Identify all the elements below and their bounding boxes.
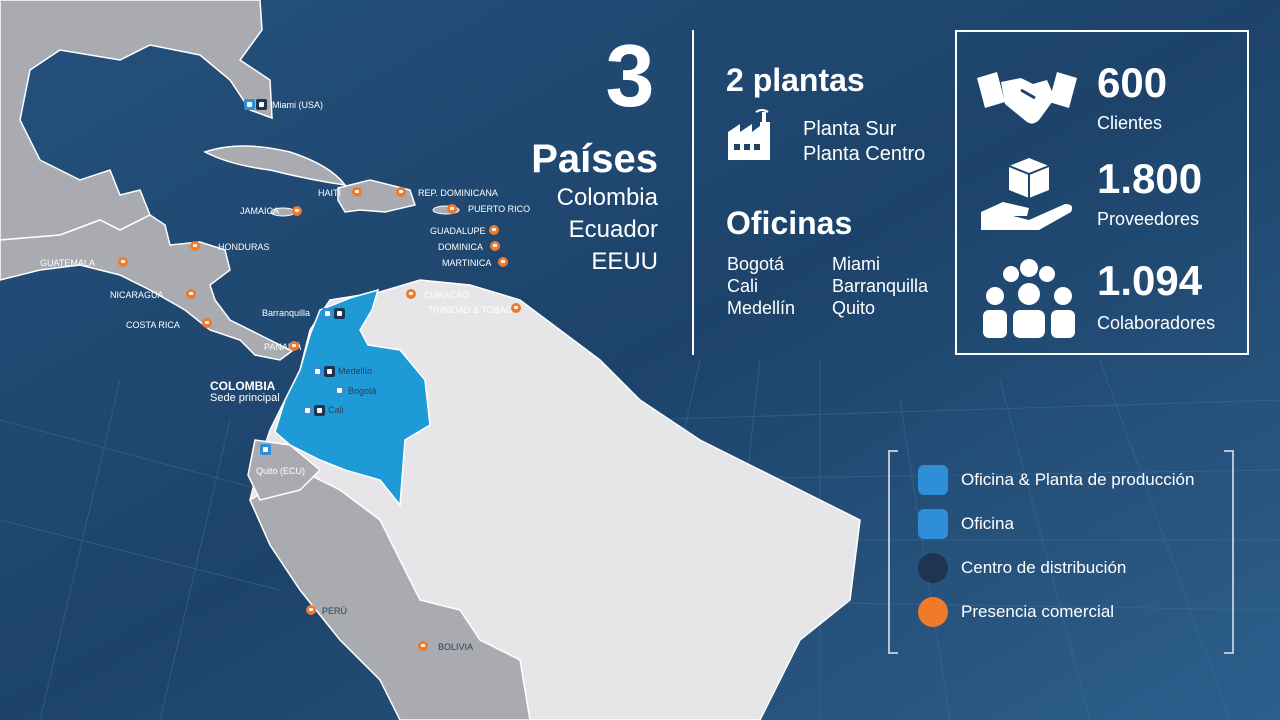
miami-office-marker xyxy=(244,99,255,110)
plant-sur: Planta Sur xyxy=(803,118,897,140)
office-bogota: Bogotá xyxy=(727,254,785,274)
stat-suppliers-value: 1.800 xyxy=(1097,155,1203,202)
offices-title: Oficinas xyxy=(726,205,853,241)
country-ecuador: Ecuador xyxy=(568,216,658,243)
costa-rica-presence-pin xyxy=(202,318,212,328)
building-icon xyxy=(918,509,948,539)
map-label-rep-dominicana: REP. DOMINICANA xyxy=(418,188,498,198)
guatemala-presence-pin xyxy=(118,257,128,267)
map-label-miami: Miami (USA) xyxy=(272,100,323,110)
legend-label-office: Oficina xyxy=(961,514,1014,533)
panama-presence-pin xyxy=(289,341,299,351)
map-label-guadalupe: GUADALUPE xyxy=(430,226,486,236)
countries-label: Países xyxy=(531,137,658,181)
map-label-quito: Quito (ECU) xyxy=(256,466,306,476)
legend-label-distribution: Centro de distribución xyxy=(961,558,1127,577)
map-label-puerto-rico: PUERTO RICO xyxy=(468,204,531,214)
handshake-icon xyxy=(977,72,1077,124)
factory-icon xyxy=(728,109,770,160)
map-label-guatemala: GUATEMALA xyxy=(40,258,95,268)
barranquilla-office-marker xyxy=(322,308,333,319)
legend-label-office-plant: Oficina & Planta de producción xyxy=(961,470,1195,489)
legend-label-commercial: Presencia comercial xyxy=(961,602,1115,621)
dominica-presence-pin xyxy=(490,241,500,251)
nicaragua-presence-pin xyxy=(186,289,196,299)
stat-clients-label: Clientes xyxy=(1097,113,1163,133)
bolivia-presence-pin xyxy=(418,641,428,651)
office-cali: Cali xyxy=(727,276,759,296)
map-label-bogota: Bogotá xyxy=(348,386,377,396)
peru-presence-pin xyxy=(306,605,316,615)
curacao-presence-pin xyxy=(406,289,416,299)
map-label-curacao: CURACAO xyxy=(424,290,470,300)
haiti-presence-pin xyxy=(352,187,362,197)
legend-item-distribution: Centro de distribución xyxy=(918,553,1218,583)
map-legend: Oficina & Planta de producción Oficina C… xyxy=(888,450,1234,654)
stats-box: 600 Clientes 1.800 Proveedores 1.094 Col… xyxy=(955,30,1249,355)
office-quito: Quito xyxy=(832,298,876,318)
barranquilla-distribution-marker xyxy=(334,308,345,319)
country-colombia: Colombia xyxy=(556,184,658,211)
map-label-nicaragua: NICARAGUA xyxy=(110,290,164,300)
team-icon xyxy=(983,259,1075,338)
factory-icon xyxy=(918,465,948,495)
trinidad-presence-pin xyxy=(511,303,521,313)
guadalupe-presence-pin xyxy=(489,225,499,235)
folder-icon xyxy=(918,597,948,627)
stat-employees-value: 1.094 xyxy=(1097,257,1203,304)
map-label-jamaica: JAMAICA xyxy=(240,206,280,216)
map-label-barranquilla: Barranquilla xyxy=(262,308,311,318)
map-label-peru: PERÚ xyxy=(322,606,348,616)
quito-office-marker xyxy=(260,444,271,455)
legend-bracket-right xyxy=(1224,450,1234,654)
medellin-plant-marker xyxy=(312,366,323,377)
box-hand-icon xyxy=(981,158,1073,230)
map-label-honduras: HONDURAS xyxy=(218,242,270,252)
map-label-costa-rica: COSTA RICA xyxy=(126,320,180,330)
map-label-martinica: MARTINICA xyxy=(442,258,492,268)
miami-distribution-marker xyxy=(256,99,267,110)
medellin-distribution-marker xyxy=(324,366,335,377)
stat-employees-label: Colaboradores xyxy=(1097,313,1216,333)
honduras-presence-pin xyxy=(190,241,200,251)
map-label-dominica: DOMINICA xyxy=(438,242,483,252)
martinica-presence-pin xyxy=(498,257,508,267)
cali-plant-marker xyxy=(302,405,313,416)
map-label-cali: Cali xyxy=(328,405,344,415)
puerto-rico-presence-pin xyxy=(447,204,457,214)
stat-suppliers-label: Proveedores xyxy=(1097,209,1200,229)
legend-item-commercial: Presencia comercial xyxy=(918,597,1218,627)
office-barranquilla: Barranquilla xyxy=(832,276,929,296)
legend-item-office: Oficina xyxy=(918,509,1218,539)
countries-count: 3 xyxy=(605,26,655,125)
map-label-trinidad: TRINIDAD & TOBAGO xyxy=(428,305,520,315)
plant-centro: Planta Centro xyxy=(803,143,926,165)
jamaica-presence-pin xyxy=(292,206,302,216)
map-label-panama: PANAMÁ xyxy=(264,342,302,352)
office-miami: Miami xyxy=(832,254,880,274)
bogota-office-marker xyxy=(334,385,345,396)
hq-subtitle: Sede principal xyxy=(210,392,280,404)
hq-title: COLOMBIA xyxy=(210,379,276,393)
truck-icon xyxy=(918,553,948,583)
plants-title: 2 plantas xyxy=(726,62,865,98)
vertical-divider xyxy=(692,30,694,355)
office-medellin: Medellín xyxy=(727,298,796,318)
legend-item-office-plant: Oficina & Planta de producción xyxy=(918,465,1218,495)
legend-bracket-left xyxy=(888,450,898,654)
map-label-bolivia: BOLIVIA xyxy=(438,642,474,652)
cali-distribution-marker xyxy=(314,405,325,416)
map-label-medellin: Medellín xyxy=(338,366,373,376)
rep-dominicana-presence-pin xyxy=(396,187,406,197)
country-eeuu: EEUU xyxy=(591,248,658,275)
map-label-haiti: HAITÍ xyxy=(318,188,342,198)
stat-clients-value: 600 xyxy=(1097,59,1168,106)
